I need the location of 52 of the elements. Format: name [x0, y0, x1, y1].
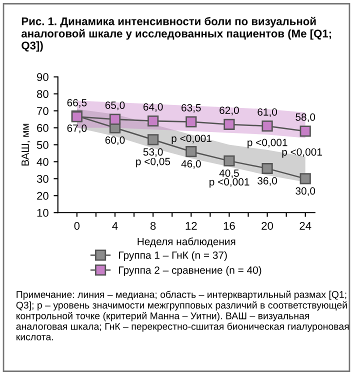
annotation: p <0,001: [248, 138, 288, 148]
chart-title: Рис. 1. Динамика интенсивности боли по визуальной аналоговой шкале у исследованных пациентов (Me [Q1; Q3]): [22, 16, 331, 52]
y-tick-label: 70: [37, 107, 48, 115]
y-tick-label: 90: [37, 73, 48, 82]
y-tick-label: 30: [36, 174, 48, 183]
y-axis-title: ВАШ, мм: [22, 124, 30, 166]
data-label: 60,0: [105, 136, 125, 145]
y-tick-label: 40: [36, 158, 48, 166]
y-tick-label: 20: [37, 192, 48, 200]
data-label: 40,5: [219, 169, 239, 178]
point: [262, 120, 273, 132]
point: [300, 173, 311, 184]
point: [186, 116, 197, 128]
point: [262, 162, 273, 174]
data-label: 46,0: [181, 160, 201, 169]
point: [224, 155, 235, 166]
y-tick-label: 80: [36, 90, 48, 98]
data-label: 36,0: [258, 177, 278, 186]
x-tick-label: 8: [150, 222, 156, 230]
legend-label: Группа 1 – ГнК (n = 37): [119, 251, 227, 261]
annotation: p <0,001: [172, 134, 212, 144]
data-label: 64,0: [143, 103, 163, 112]
data-label: 53,0: [143, 148, 163, 157]
point: [109, 114, 121, 125]
x-axis-title: Неделя наблюдения: [138, 237, 236, 248]
data-label: 62,0: [220, 106, 239, 116]
data-label: 58,0: [296, 113, 316, 122]
x-tick-label: 0: [74, 222, 80, 230]
x-tick-label: 12: [186, 222, 197, 230]
x-tick-label: 20: [262, 222, 274, 230]
legend-label: Группа 2 – сравнение (n = 40): [119, 266, 262, 276]
data-label: 65,0: [105, 102, 125, 110]
y-tick-label: 10: [37, 208, 48, 217]
y-tick-label: 50: [36, 141, 48, 149]
data-label: 30,0: [296, 187, 316, 196]
data-label: 67,0: [67, 124, 87, 134]
data-label: 63,5: [182, 104, 201, 113]
point: [224, 118, 235, 130]
annotation: p <0,001: [282, 148, 322, 158]
point: [148, 134, 159, 146]
annotation: p <0,05: [136, 158, 170, 168]
data-label: 61,0: [258, 108, 278, 117]
point: [300, 126, 311, 137]
annotation: p <0,001: [210, 178, 250, 188]
x-tick-label: 16: [224, 222, 235, 230]
x-tick-label: 4: [112, 222, 118, 230]
y-tick-label: 60: [37, 124, 48, 132]
point: [148, 115, 159, 127]
data-label: 66,5: [67, 98, 87, 108]
x-tick-label: 24: [300, 222, 312, 230]
point: [186, 146, 197, 158]
text: Примечание: линия – медиана; область – интерквартильный размах [Q1; Q3]; p – уровень значимости межгрупповых различий в соответствующей контрольной точке (критерий Манна – Уитни). ВАШ – визуальная аналоговая шкала; ГнК – перекрестно-сшитая бионическая гиалуроновая кислота.: [16, 290, 349, 340]
